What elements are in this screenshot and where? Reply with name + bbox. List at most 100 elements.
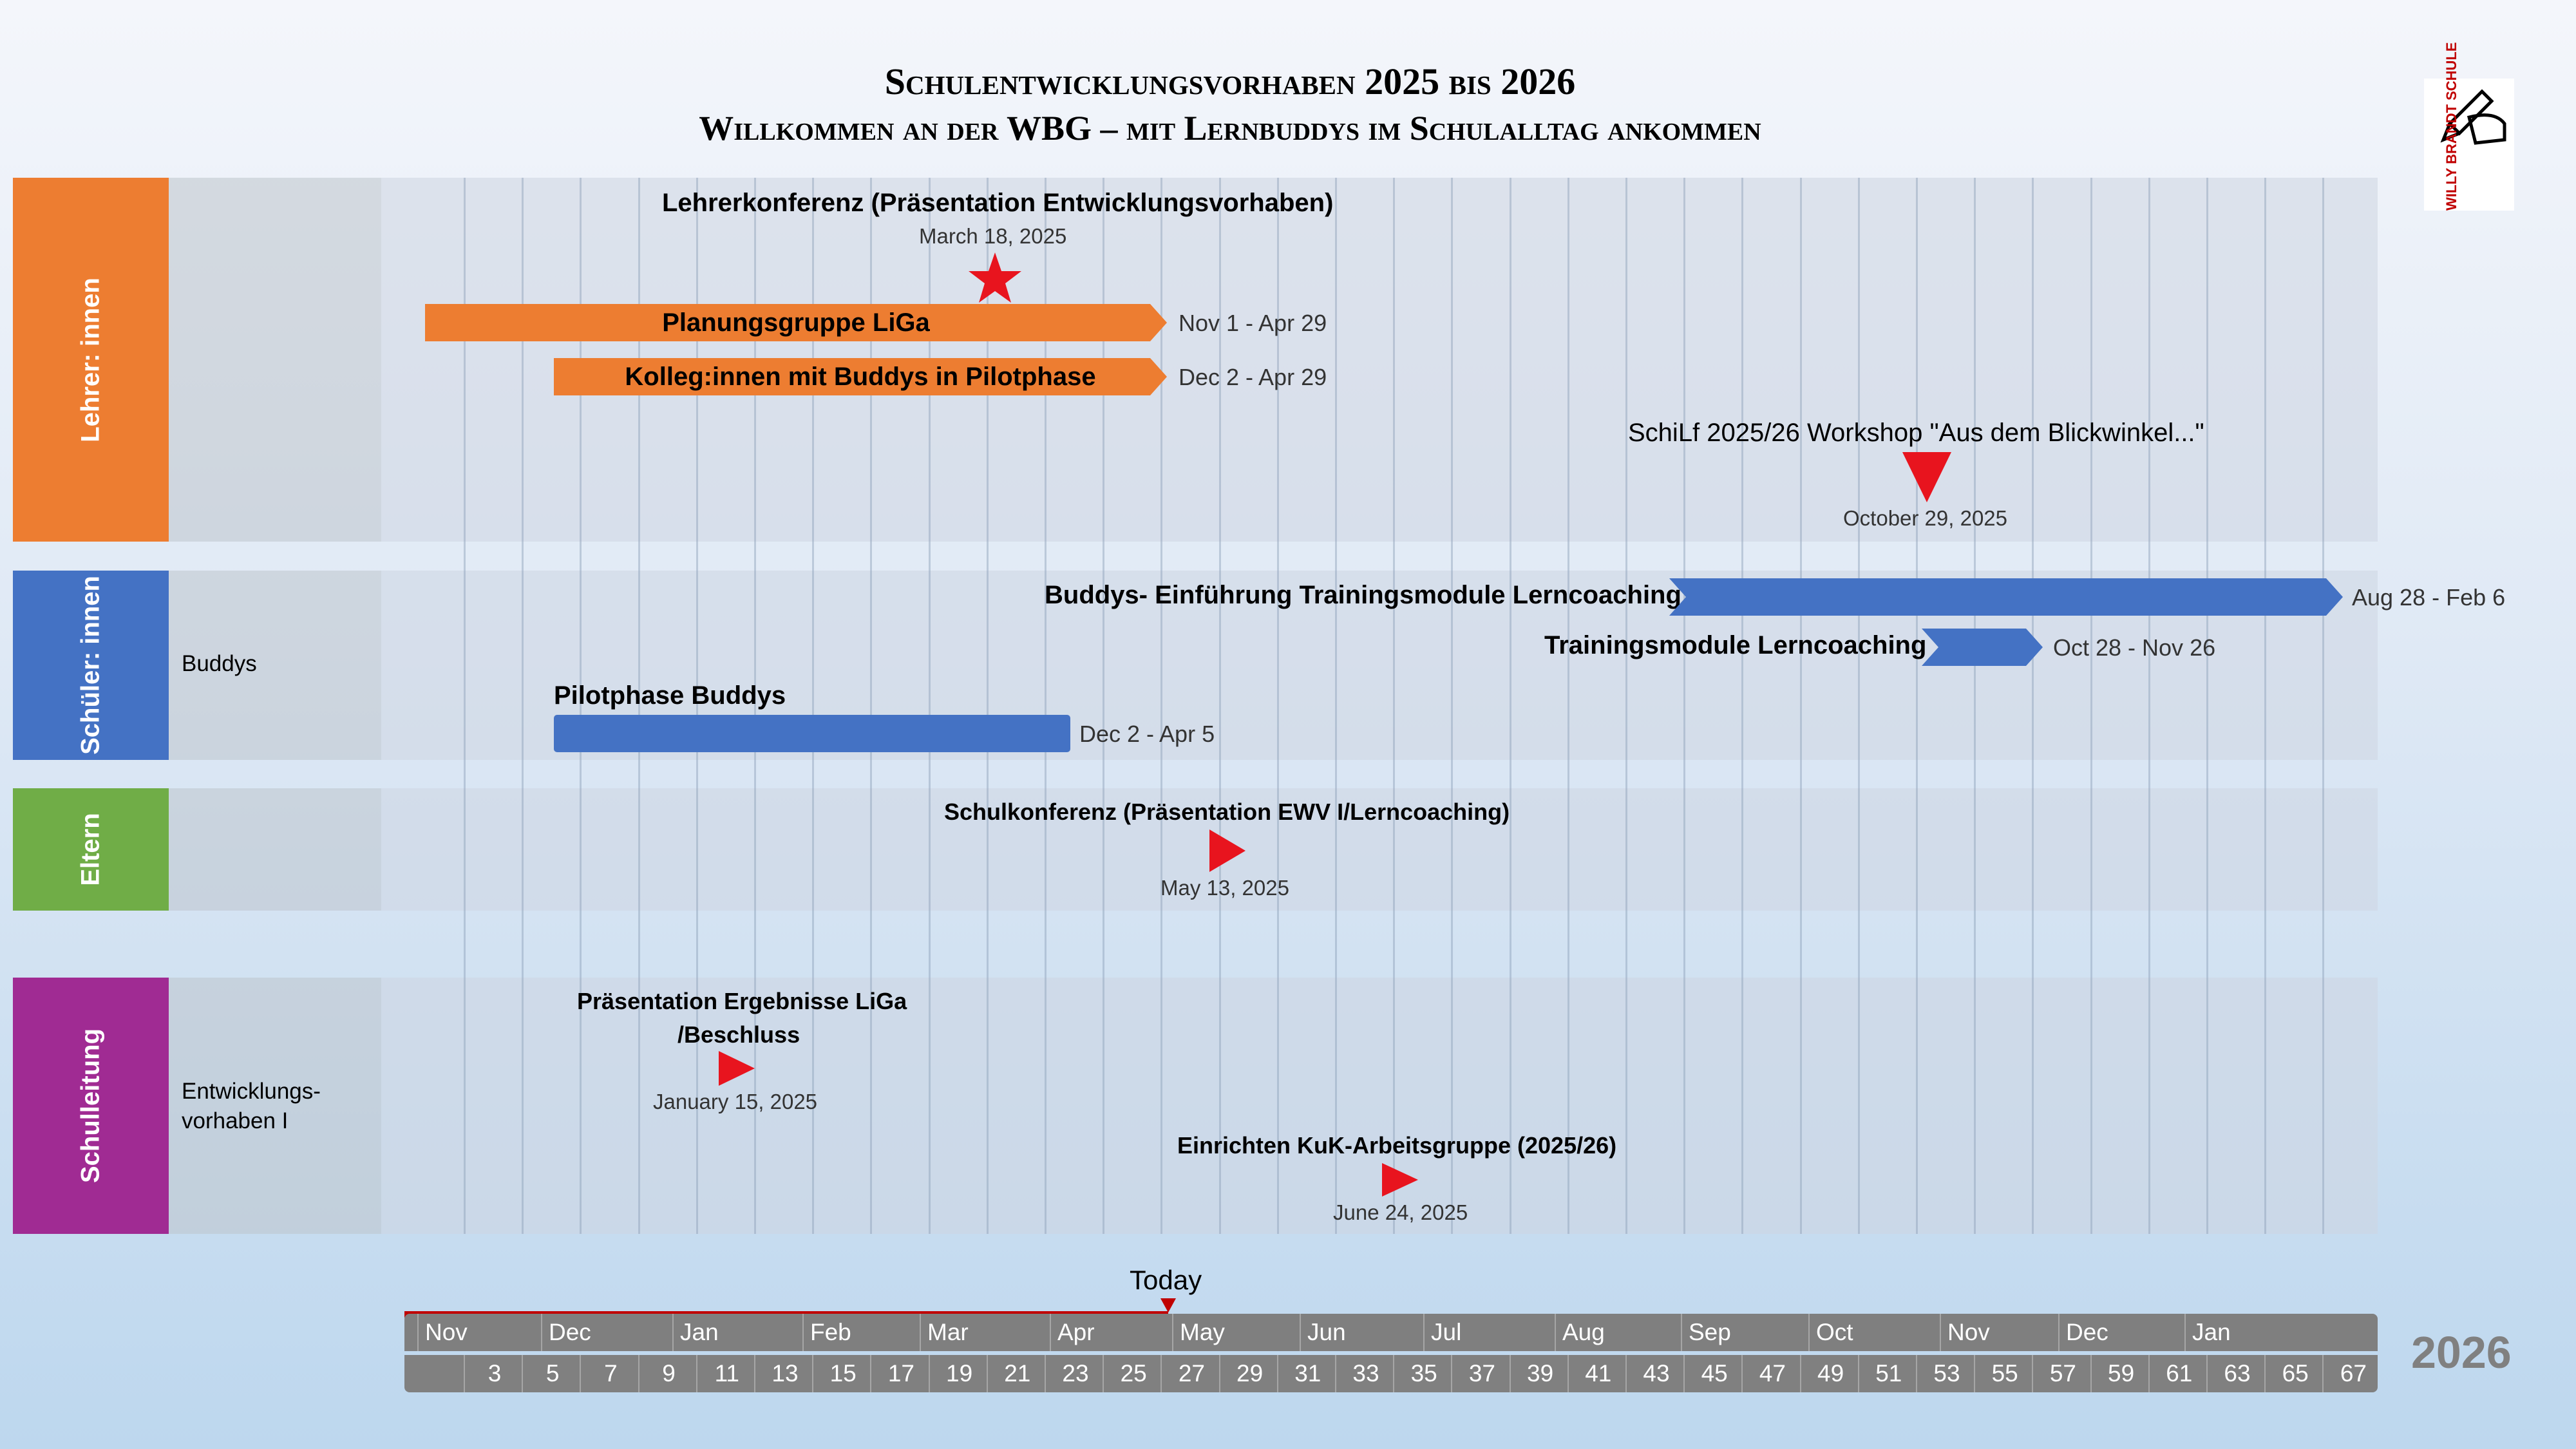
week-label: 17 bbox=[887, 1360, 914, 1387]
month-separator bbox=[1555, 1314, 1556, 1351]
week-grid-line bbox=[754, 178, 756, 1234]
month-label: Aug bbox=[1562, 1319, 1605, 1345]
month-label: Nov bbox=[1947, 1319, 1990, 1345]
month-label: Jul bbox=[1431, 1319, 1462, 1345]
milestone-schilf-date: October 29, 2025 bbox=[1843, 506, 2008, 530]
task-bar-trainingsmodule[interactable] bbox=[1922, 629, 2043, 666]
week-label: 27 bbox=[1178, 1360, 1205, 1387]
task-pilotphase-label: Pilotphase Buddys bbox=[554, 681, 786, 710]
week-label: 11 bbox=[714, 1360, 739, 1387]
week-separator bbox=[522, 1355, 524, 1392]
month-separator bbox=[2184, 1314, 2186, 1351]
week-grid-line bbox=[812, 178, 815, 1234]
lane-label-eltern: Eltern bbox=[13, 788, 169, 911]
week-grid-line bbox=[696, 178, 698, 1234]
week-separator bbox=[696, 1355, 697, 1392]
week-grid-line bbox=[870, 178, 873, 1234]
eltern-sub-area bbox=[169, 788, 381, 911]
schueler-sub-area bbox=[169, 571, 381, 760]
week-grid-line bbox=[1741, 178, 1744, 1234]
week-label: 5 bbox=[545, 1360, 560, 1387]
task-planungsgruppe-label: Planungsgruppe LiGa bbox=[662, 308, 930, 337]
task-bar-kolleg[interactable]: Kolleg:innen mit Buddys in Pilotphase bbox=[554, 358, 1167, 395]
month-separator bbox=[541, 1314, 542, 1351]
week-label: 65 bbox=[2282, 1360, 2309, 1387]
week-label: 31 bbox=[1294, 1360, 1321, 1387]
week-label: 43 bbox=[1643, 1360, 1670, 1387]
week-grid-line bbox=[2206, 178, 2208, 1234]
week-label: 39 bbox=[1527, 1360, 1554, 1387]
task-trainingsmodule-label: Trainingsmodule Lerncoaching bbox=[1544, 631, 1927, 659]
milestone-einrichten-label: Einrichten KuK-Arbeitsgruppe (2025/26) bbox=[1177, 1132, 1617, 1159]
week-label: 51 bbox=[1875, 1360, 1902, 1387]
month-separator bbox=[1172, 1314, 1173, 1351]
schulleitung-lane-area bbox=[381, 978, 2378, 1234]
month-label: Dec bbox=[2066, 1319, 2108, 1345]
year-label: 2026 bbox=[2411, 1327, 2512, 1378]
week-grid-line bbox=[522, 178, 524, 1234]
week-separator bbox=[580, 1355, 582, 1392]
task-trainingsmodule-range: Oct 28 - Nov 26 bbox=[2053, 634, 2216, 661]
week-separator bbox=[1974, 1355, 1976, 1392]
month-separator bbox=[1940, 1314, 1941, 1351]
week-grid-line bbox=[1103, 178, 1105, 1234]
week-grid-line bbox=[1799, 178, 1802, 1234]
lane-label-schulleitung: Schulleitung bbox=[13, 978, 169, 1234]
week-label: 41 bbox=[1585, 1360, 1612, 1387]
milestone-lehrerkonferenz-date: March 18, 2025 bbox=[919, 224, 1067, 248]
lane-schulleitung-text: Schulleitung bbox=[76, 1028, 105, 1183]
task-buddys-einf-range: Aug 28 - Feb 6 bbox=[2352, 584, 2506, 611]
week-separator bbox=[928, 1355, 930, 1392]
week-grid-line bbox=[1218, 178, 1221, 1234]
week-separator bbox=[1393, 1355, 1395, 1392]
week-grid-line bbox=[1683, 178, 1686, 1234]
week-separator bbox=[812, 1355, 814, 1392]
milestone-lehrerkonferenz-label: Lehrerkonferenz (Präsentation Entwicklun… bbox=[662, 189, 1334, 217]
week-grid-line bbox=[1451, 178, 1454, 1234]
week-separator bbox=[1799, 1355, 1801, 1392]
week-separator bbox=[1509, 1355, 1511, 1392]
schulleitung-sublabel-2: vorhaben I bbox=[182, 1108, 289, 1133]
week-grid-line bbox=[580, 178, 582, 1234]
task-kolleg-label: Kolleg:innen mit Buddys in Pilotphase bbox=[625, 362, 1096, 391]
week-grid-line bbox=[2090, 178, 2092, 1234]
week-label: 33 bbox=[1352, 1360, 1379, 1387]
month-label: Jun bbox=[1307, 1319, 1346, 1345]
week-grid-line bbox=[2032, 178, 2034, 1234]
month-label: Mar bbox=[927, 1319, 969, 1345]
week-label: 15 bbox=[829, 1360, 857, 1387]
week-grid-line bbox=[928, 178, 931, 1234]
month-separator bbox=[417, 1314, 419, 1351]
task-bar-buddys-einf[interactable] bbox=[1669, 578, 2343, 616]
milestone-schilf-label: SchiLf 2025/26 Workshop "Aus dem Blickwi… bbox=[1628, 419, 2204, 447]
milestone-praesentation-label-1: Präsentation Ergebnisse LiGa bbox=[577, 988, 907, 1014]
week-grid-line bbox=[2264, 178, 2267, 1234]
task-bar-planungsgruppe[interactable]: Planungsgruppe LiGa bbox=[425, 304, 1167, 341]
week-label: 59 bbox=[2108, 1360, 2135, 1387]
triangle-right-milestone-icon bbox=[1209, 829, 1245, 872]
week-separator bbox=[1276, 1355, 1278, 1392]
week-label: 7 bbox=[604, 1360, 618, 1387]
milestone-praesentation-label-2: /Beschluss bbox=[677, 1021, 800, 1048]
school-logo: WILLY BRANDT SCHULE bbox=[2424, 42, 2514, 211]
today-label: Today bbox=[1130, 1265, 1202, 1295]
week-separator bbox=[1683, 1355, 1685, 1392]
week-separator bbox=[1741, 1355, 1743, 1392]
month-separator bbox=[1423, 1314, 1425, 1351]
week-label: 9 bbox=[662, 1360, 676, 1387]
milestone-einrichten-date: June 24, 2025 bbox=[1333, 1200, 1468, 1224]
week-grid-line bbox=[1276, 178, 1279, 1234]
week-label: 55 bbox=[1991, 1360, 2018, 1387]
task-bar-pilotphase[interactable] bbox=[554, 715, 1070, 752]
milestone-praesentation-date: January 15, 2025 bbox=[653, 1090, 818, 1113]
week-grid-line bbox=[1857, 178, 1860, 1234]
week-separator bbox=[1218, 1355, 1220, 1392]
week-label: 57 bbox=[2049, 1360, 2076, 1387]
chart-title-line1: Schulentwicklungsvorhaben 2025 bis 2026 bbox=[884, 61, 1576, 102]
lane-eltern-text: Eltern bbox=[76, 813, 105, 886]
task-kolleg-range: Dec 2 - Apr 29 bbox=[1179, 364, 1327, 390]
week-separator bbox=[754, 1355, 755, 1392]
month-label: Sep bbox=[1689, 1319, 1731, 1345]
month-separator bbox=[1681, 1314, 1682, 1351]
week-separator bbox=[2032, 1355, 2034, 1392]
